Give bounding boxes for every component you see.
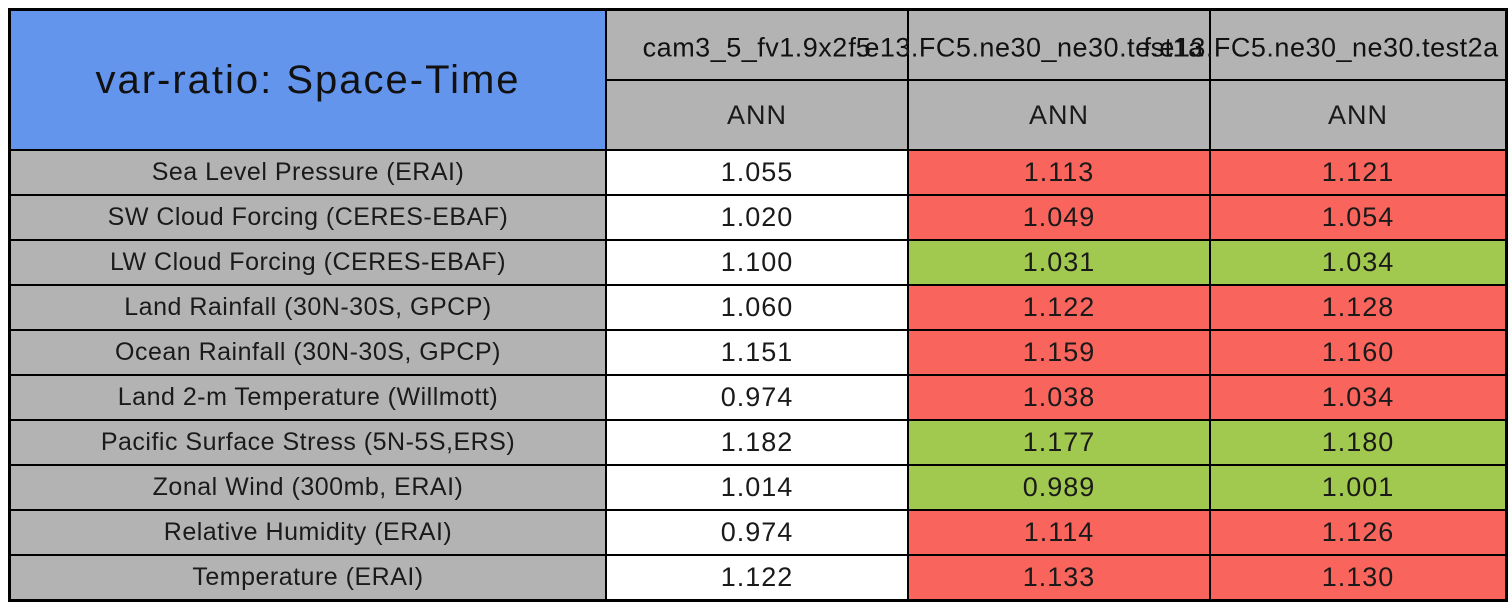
value-cell: 1.126 (1211, 511, 1505, 554)
run-name-test2: f.e13.FC5.ne30_ne30.test2a (1143, 32, 1499, 63)
metrics-table: var-ratio: Space-Time ANN ANN ANN cam3_5… (8, 8, 1508, 602)
value-cell: 1.130 (1211, 556, 1505, 599)
value-cell: 1.054 (1211, 196, 1505, 239)
run-name-header-cell-2 (909, 11, 1209, 79)
value-cell: 1.159 (909, 331, 1209, 374)
value-cell: 1.049 (909, 196, 1209, 239)
value-cell: 1.020 (607, 196, 907, 239)
value-cell: 1.031 (909, 241, 1209, 284)
row-label: Relative Humidity (ERAI) (11, 511, 605, 554)
run-name-header-cell-3 (1211, 11, 1505, 79)
table-title: var-ratio: Space-Time (95, 57, 521, 102)
value-cell: 1.133 (909, 556, 1209, 599)
row-label: Sea Level Pressure (ERAI) (11, 151, 605, 194)
value-cell: 1.060 (607, 286, 907, 329)
value-cell: 1.122 (909, 286, 1209, 329)
row-label: Land Rainfall (30N-30S, GPCP) (11, 286, 605, 329)
value-cell: 1.034 (1211, 376, 1505, 419)
value-cell: 1.177 (909, 421, 1209, 464)
run-name-control: cam3_5_fv1.9x2.5 (642, 32, 872, 63)
table-title-cell: var-ratio: Space-Time (11, 11, 605, 149)
row-label: Pacific Surface Stress (5N-5S,ERS) (11, 421, 605, 464)
run-name-header-cell-1 (607, 11, 907, 79)
season-header-ann-2: ANN (909, 81, 1209, 149)
value-cell: 1.160 (1211, 331, 1505, 374)
value-cell: 1.055 (607, 151, 907, 194)
row-label: SW Cloud Forcing (CERES-EBAF) (11, 196, 605, 239)
run-name-test1: f.e13.FC5.ne30_ne30.test1a (848, 32, 1204, 63)
row-label: Zonal Wind (300mb, ERAI) (11, 466, 605, 509)
row-label: Land 2-m Temperature (Willmott) (11, 376, 605, 419)
value-cell: 1.121 (1211, 151, 1505, 194)
value-cell: 1.114 (909, 511, 1209, 554)
season-header-ann-3: ANN (1211, 81, 1505, 149)
value-cell: 1.128 (1211, 286, 1505, 329)
row-label: Ocean Rainfall (30N-30S, GPCP) (11, 331, 605, 374)
value-cell: 1.034 (1211, 241, 1505, 284)
value-cell: 0.974 (607, 376, 907, 419)
value-cell: 1.038 (909, 376, 1209, 419)
row-label: LW Cloud Forcing (CERES-EBAF) (11, 241, 605, 284)
value-cell: 1.100 (607, 241, 907, 284)
value-cell: 0.989 (909, 466, 1209, 509)
value-cell: 0.974 (607, 511, 907, 554)
value-cell: 1.151 (607, 331, 907, 374)
season-header-ann-1: ANN (607, 81, 907, 149)
value-cell: 1.180 (1211, 421, 1505, 464)
value-cell: 1.001 (1211, 466, 1505, 509)
value-cell: 1.014 (607, 466, 907, 509)
value-cell: 1.182 (607, 421, 907, 464)
row-label: Temperature (ERAI) (11, 556, 605, 599)
value-cell: 1.113 (909, 151, 1209, 194)
value-cell: 1.122 (607, 556, 907, 599)
